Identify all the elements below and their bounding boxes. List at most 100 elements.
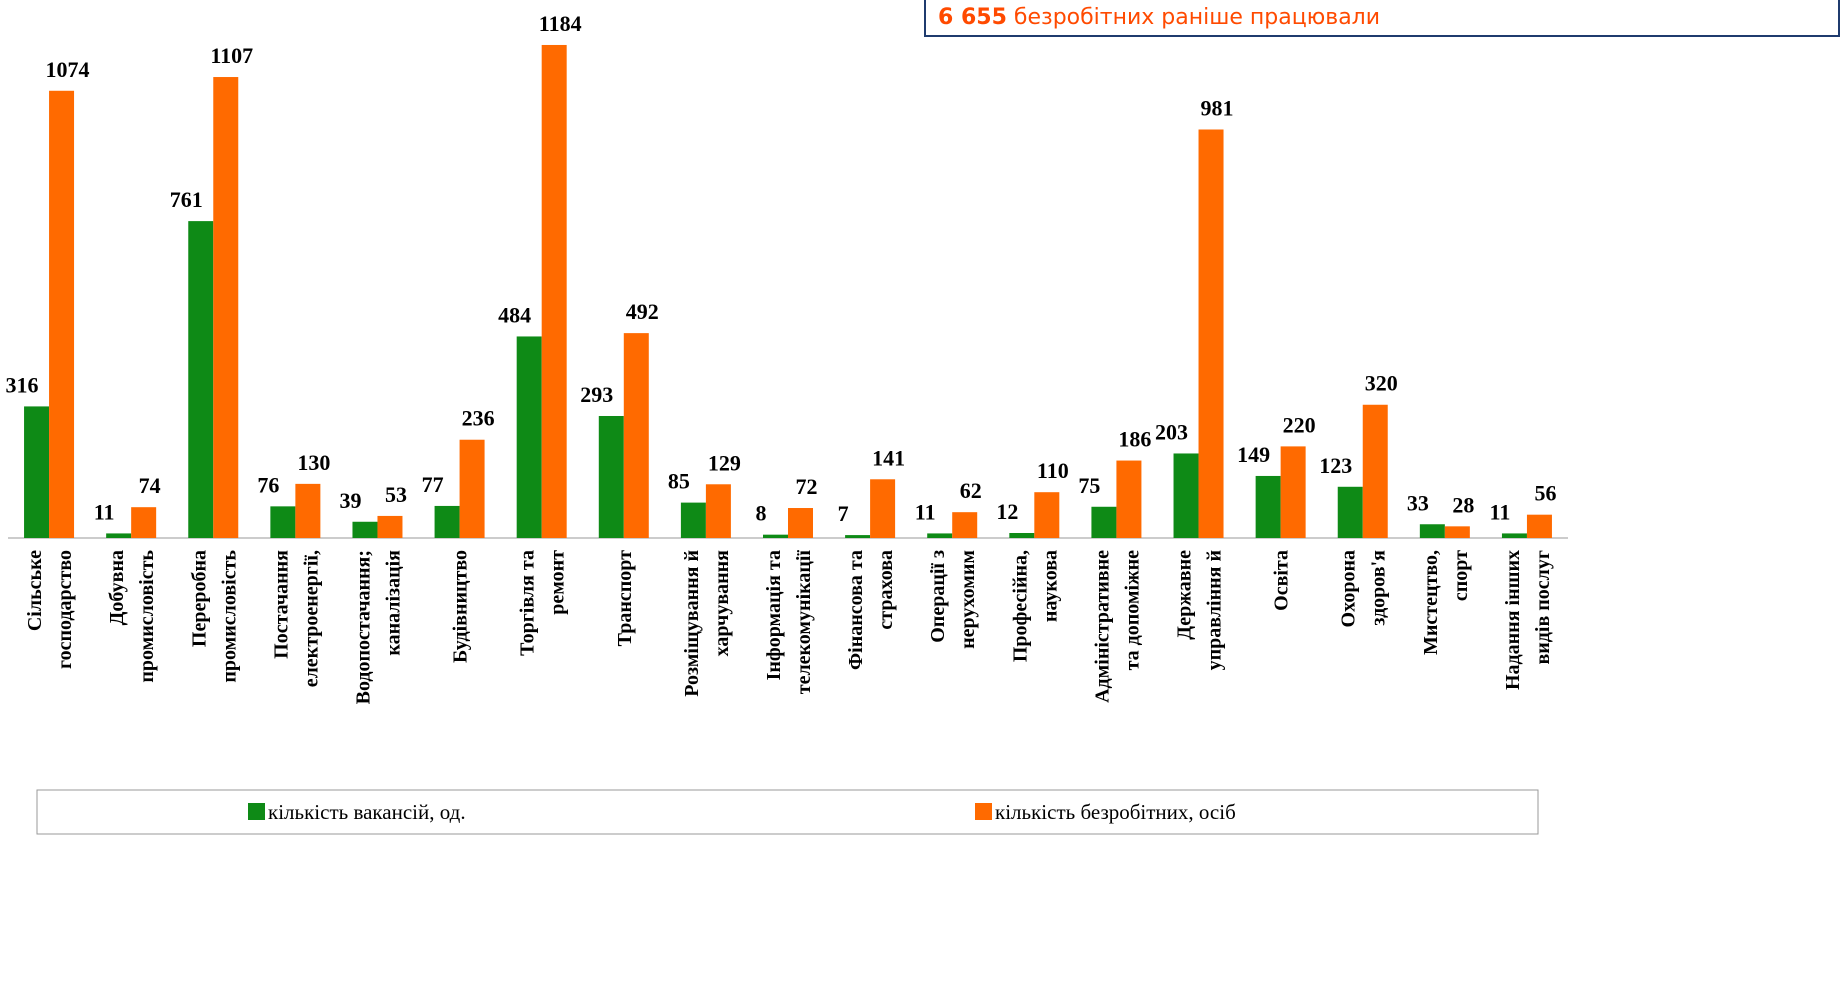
bar xyxy=(1034,492,1060,538)
x-tick-line: Сільське xyxy=(24,550,46,631)
data-label: 76 xyxy=(257,472,279,497)
bar xyxy=(680,502,706,538)
x-tick-line: Освіта xyxy=(1271,550,1293,611)
data-label: 484 xyxy=(498,302,531,327)
x-tick-line: каналізація xyxy=(382,550,404,656)
x-tick-label: Мистецтво, спорт xyxy=(1420,550,1472,655)
data-label: 74 xyxy=(139,473,161,498)
x-tick-label: Водопостачання; каналізація xyxy=(352,550,404,705)
note-highlight: 6 655 xyxy=(938,5,1007,30)
x-tick-line: електроенергії, xyxy=(300,550,322,687)
bar xyxy=(295,483,321,538)
data-label: 141 xyxy=(872,445,905,470)
data-label: 320 xyxy=(1365,371,1398,396)
data-label: 1107 xyxy=(210,43,253,68)
bar xyxy=(705,484,731,538)
data-label: 1074 xyxy=(46,57,90,82)
bar xyxy=(1116,460,1142,538)
x-tick-label: Фінансова та страхова xyxy=(845,550,897,670)
legend-box xyxy=(36,789,1539,835)
x-tick-label: Освіта xyxy=(1271,550,1293,611)
x-tick-label: Будівництво xyxy=(450,550,472,663)
data-label: 761 xyxy=(170,187,203,212)
x-tick-label: Добувна промисловість xyxy=(106,550,158,683)
x-tick-line: Державне xyxy=(1174,550,1196,640)
data-label: 220 xyxy=(1283,412,1316,437)
bar xyxy=(952,512,978,538)
bar xyxy=(377,515,403,538)
x-tick-line: Мистецтво, xyxy=(1420,550,1442,655)
data-label: 11 xyxy=(915,499,936,524)
x-tick-line: Будівництво xyxy=(450,550,472,663)
x-tick-line: Фінансова та xyxy=(845,550,867,670)
data-label: 11 xyxy=(94,499,115,524)
bar xyxy=(1173,453,1199,538)
x-tick-line: Постачання xyxy=(270,550,292,659)
x-tick-line: господарство xyxy=(54,550,76,669)
bar xyxy=(870,479,896,538)
data-label: 110 xyxy=(1037,458,1069,483)
bar xyxy=(1419,524,1445,538)
x-tick-line: здоров'я xyxy=(1368,550,1390,626)
data-label: 77 xyxy=(422,472,444,497)
x-tick-line: Переробна xyxy=(188,550,210,647)
bar xyxy=(352,521,378,538)
x-tick-label: Постачання електроенергії, xyxy=(270,550,322,687)
data-label: 981 xyxy=(1201,96,1234,121)
bar xyxy=(598,415,624,538)
x-tick-label: Охорона здоров'я xyxy=(1338,550,1390,628)
bar xyxy=(1362,404,1388,538)
x-tick-line: Надання інших xyxy=(1502,550,1524,690)
x-tick-label: Торгівля та ремонт xyxy=(517,550,569,656)
x-tick-label: Транспорт xyxy=(614,550,636,646)
x-tick-line: Адміністративне xyxy=(1091,550,1113,703)
bar xyxy=(1009,533,1035,538)
data-label: 53 xyxy=(385,482,407,507)
note-body: безробітних раніше працювали xyxy=(1014,5,1380,30)
x-tick-line: Розміщування й xyxy=(681,550,703,697)
x-tick-line: Добувна xyxy=(106,550,128,625)
x-tick-line: Охорона xyxy=(1338,550,1360,627)
x-tick-label: Професійна, наукова xyxy=(1009,550,1061,662)
bar xyxy=(1526,514,1552,538)
bar xyxy=(49,90,75,538)
bar xyxy=(434,505,460,538)
x-tick-line: промисловість xyxy=(136,550,158,683)
x-tick-label: Переробна промисловість xyxy=(188,550,240,683)
bar xyxy=(213,77,239,538)
bar xyxy=(1337,486,1363,538)
data-label: 8 xyxy=(756,501,767,526)
data-label: 85 xyxy=(668,469,690,494)
data-label: 28 xyxy=(1452,492,1474,517)
x-tick-line: управління й xyxy=(1204,550,1226,670)
data-label: 186 xyxy=(1118,427,1151,452)
x-tick-line: промисловість xyxy=(218,550,240,683)
x-tick-line: ремонт xyxy=(547,550,569,615)
x-tick-line: Професійна, xyxy=(1009,550,1031,662)
data-label: 33 xyxy=(1407,490,1429,515)
data-label: 149 xyxy=(1237,442,1270,467)
x-tick-line: Транспорт xyxy=(614,550,636,646)
x-tick-line: Водопостачання; xyxy=(352,550,374,704)
x-tick-label: Надання інших видів послуг xyxy=(1502,550,1554,690)
x-tick-line: наукова xyxy=(1039,550,1061,622)
legend-swatch xyxy=(248,803,265,820)
data-label: 75 xyxy=(1078,473,1100,498)
data-label: 492 xyxy=(626,299,659,324)
legend-label: кількість вакансій, од. xyxy=(268,800,466,824)
bar xyxy=(106,533,132,538)
x-tick-label: Адміністративне та допоміжне xyxy=(1091,550,1143,703)
data-label: 12 xyxy=(996,499,1018,524)
bar xyxy=(845,535,871,538)
bar xyxy=(623,333,649,538)
x-tick-line: Операції з xyxy=(927,550,949,643)
data-label: 39 xyxy=(339,488,361,513)
bar xyxy=(1091,506,1117,538)
data-label: 203 xyxy=(1155,419,1188,444)
x-tick-line: та допоміжне xyxy=(1121,550,1143,671)
bar xyxy=(1444,526,1470,538)
data-label: 236 xyxy=(462,406,495,431)
bar xyxy=(1198,129,1224,538)
x-tick-line: видів послуг xyxy=(1532,550,1554,665)
